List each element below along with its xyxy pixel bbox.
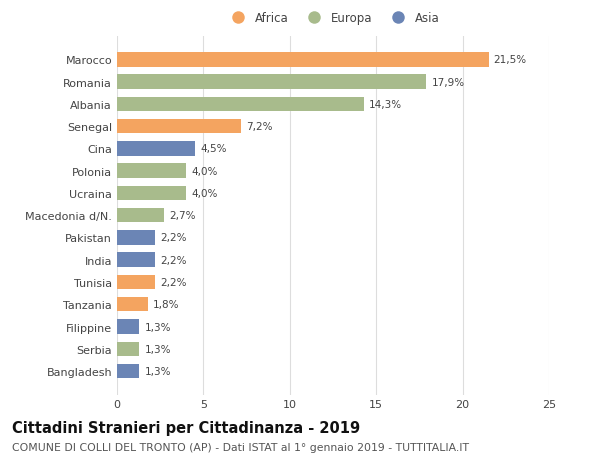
Bar [117, 97, 364, 112]
Bar [117, 142, 195, 157]
Text: 2,2%: 2,2% [160, 255, 187, 265]
Bar [117, 342, 139, 356]
Text: 7,2%: 7,2% [247, 122, 273, 132]
Bar [117, 208, 164, 223]
Bar [117, 364, 139, 379]
Text: 1,3%: 1,3% [145, 344, 171, 354]
Text: Cittadini Stranieri per Cittadinanza - 2019: Cittadini Stranieri per Cittadinanza - 2… [12, 420, 360, 435]
Bar [117, 253, 155, 268]
Text: 2,7%: 2,7% [169, 211, 196, 221]
Text: 4,0%: 4,0% [191, 166, 218, 176]
Text: 21,5%: 21,5% [494, 55, 527, 65]
Text: 4,0%: 4,0% [191, 189, 218, 198]
Bar [117, 319, 139, 334]
Text: 1,3%: 1,3% [145, 366, 171, 376]
Text: 17,9%: 17,9% [431, 78, 464, 87]
Bar [117, 120, 241, 134]
Text: 2,2%: 2,2% [160, 233, 187, 243]
Text: 2,2%: 2,2% [160, 277, 187, 287]
Text: 14,3%: 14,3% [369, 100, 403, 110]
Text: 1,8%: 1,8% [153, 300, 180, 309]
Text: COMUNE DI COLLI DEL TRONTO (AP) - Dati ISTAT al 1° gennaio 2019 - TUTTITALIA.IT: COMUNE DI COLLI DEL TRONTO (AP) - Dati I… [12, 442, 469, 452]
Bar [117, 275, 155, 290]
Bar [117, 164, 186, 179]
Bar [117, 231, 155, 245]
Bar [117, 297, 148, 312]
Bar [117, 186, 186, 201]
Text: 1,3%: 1,3% [145, 322, 171, 332]
Bar [117, 75, 427, 90]
Text: 4,5%: 4,5% [200, 144, 226, 154]
Bar [117, 53, 488, 67]
Legend: Africa, Europa, Asia: Africa, Europa, Asia [224, 10, 442, 27]
